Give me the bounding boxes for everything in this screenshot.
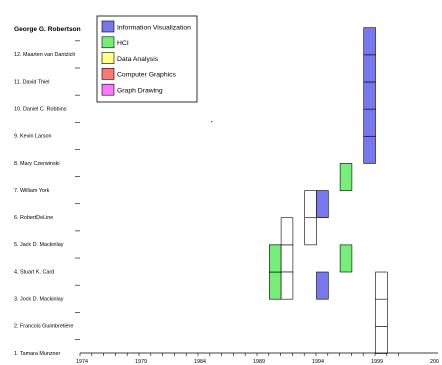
cell-6-1994 [316, 190, 329, 219]
x-tick-label: 1984 [194, 359, 206, 365]
cell-3-1991 [280, 271, 294, 300]
cell-3-1999 [375, 271, 388, 300]
row-label: 4. Stuart K. Card [14, 269, 54, 275]
legend: Information Visualization HCI Data Analysi… [96, 15, 198, 103]
row-label: 5. Jack D. Mackinlay [14, 242, 64, 248]
legend-swatch [101, 68, 115, 80]
y-tick-marks [75, 40, 80, 340]
cell-4-1990 [268, 244, 282, 273]
cell-11-1998 [363, 54, 376, 83]
legend-label: Computer Graphics [117, 72, 177, 79]
cell-1-1999 [375, 326, 388, 354]
cell-7-1996 [339, 163, 353, 191]
legend-swatch [101, 36, 115, 49]
y-axis-labels: 1. Tamara Munzner 2. Francois Guimbretièr… [14, 52, 75, 357]
legend-swatch [101, 20, 115, 33]
x-tick-label: 1974 [76, 359, 88, 365]
cell-5-1993 [304, 217, 317, 246]
legend-label: Data Analysis [117, 56, 159, 63]
cell-4-1996 [339, 244, 353, 273]
cell-2-1999 [375, 298, 388, 327]
row-label: 8. Mary Czerwinski [14, 161, 60, 167]
cell-3-1994 [316, 271, 329, 300]
row-label: 1. Tamara Munzner [14, 351, 61, 357]
cell-3-1990 [268, 271, 282, 300]
cell-4-1991 [280, 244, 294, 273]
cell-10-1998 [363, 81, 376, 110]
cell-9-1998 [363, 108, 376, 137]
cell-8-1998 [363, 135, 376, 164]
cell-6-1993 [304, 190, 317, 219]
row-label: 2. Francois Guimbretière [14, 324, 73, 330]
x-tick-label: 1999 [371, 359, 383, 365]
cell-12-1998 [363, 27, 376, 56]
x-tick-label: 1989 [253, 359, 265, 365]
x-tick-label: 1994 [312, 359, 324, 365]
row-label: 12. Maarten van Dantzich [14, 52, 75, 58]
legend-swatch [101, 52, 115, 64]
legend-label: Graph Drawing [117, 88, 163, 95]
legend-swatch [101, 83, 115, 96]
chart-title: George G. Robertson [14, 26, 81, 33]
x-axis: 1974 1979 1984 1989 1994 1999 200 [76, 352, 439, 365]
plot-cells [268, 27, 388, 354]
row-label: 6. RobertDeLine [14, 215, 53, 221]
stray-dot [211, 121, 213, 123]
legend-label: Information Visualization [117, 24, 191, 31]
row-label: 7. William York [14, 188, 50, 194]
row-label: 3. Jock D. Mackinlay [14, 297, 64, 303]
x-tick-label: 200 [430, 359, 439, 365]
cell-5-1991 [280, 217, 294, 246]
row-label: 10. Daniel C. Robbins [14, 106, 67, 112]
row-label: 11. David Thiel [14, 79, 49, 85]
x-tick-label: 1979 [135, 359, 147, 365]
row-label: 9. Kevin Larson [14, 134, 51, 140]
legend-label: HCI [117, 40, 129, 47]
